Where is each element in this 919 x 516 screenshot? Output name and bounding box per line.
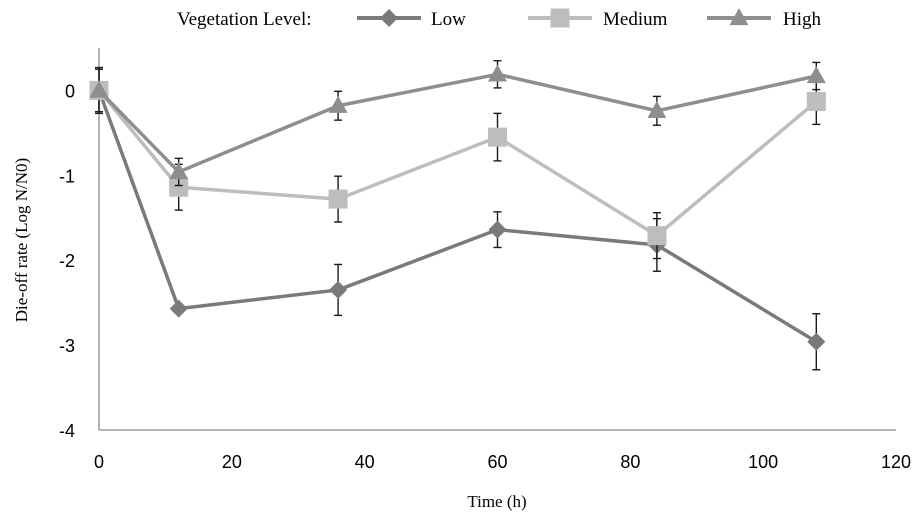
series-line-high [97,72,817,174]
x-tick-label: 60 [487,452,507,472]
legend: Vegetation Level: Low Medium High [177,8,822,30]
data-point-high [488,64,507,82]
legend-item-low: Low [357,9,466,30]
data-point-medium [488,127,507,147]
x-tick-label: 120 [881,452,911,472]
data-point-low [807,332,826,351]
y-tick-label: -4 [59,421,75,441]
data-point-high [89,80,109,98]
legend-title: Vegetation Level: [177,9,312,30]
x-tick-label: 40 [355,452,375,472]
legend-item-high: High [707,8,822,30]
legend-marker-high [729,8,749,26]
series-line-low [97,89,818,344]
y-tick-label: -1 [59,166,75,186]
data-point-low [169,299,188,318]
legend-marker-medium [550,8,570,28]
y-axis-title: Die-off rate (Log N/N0) [12,158,31,322]
legend-marker-low [380,9,398,27]
data-point-high [647,100,667,118]
data-point-high [328,95,348,113]
data-point-medium [169,177,189,197]
y-tick-label: -2 [59,251,75,271]
y-tick-label: 0 [65,81,75,101]
data-point-high [169,162,189,180]
data-point-medium [806,91,826,111]
legend-label-medium: Medium [603,9,668,30]
x-tick-label: 100 [748,452,778,472]
legend-item-medium: Medium [528,8,668,30]
data-point-low [329,280,348,299]
series-high [89,60,826,187]
legend-label-low: Low [431,9,466,30]
x-tick-label: 20 [222,452,242,472]
x-tick-label: 0 [94,452,104,472]
legend-label-high: High [783,9,822,30]
data-point-medium [647,226,667,246]
x-axis-title: Time (h) [467,492,526,511]
y-tick-label: -3 [59,336,75,356]
series-low [90,66,826,371]
data-point-medium [328,189,348,209]
x-tick-label: 80 [620,452,640,472]
series-line-medium [97,89,818,238]
data-point-high [806,66,826,84]
data-point-low [488,220,507,239]
